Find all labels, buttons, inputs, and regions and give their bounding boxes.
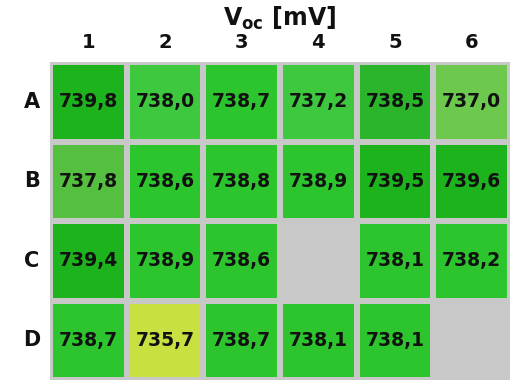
- Text: 738,9: 738,9: [289, 172, 348, 191]
- Bar: [359, 303, 430, 377]
- Text: 735,7: 735,7: [135, 331, 195, 350]
- Bar: [206, 224, 277, 298]
- Text: 738,7: 738,7: [212, 92, 271, 111]
- Bar: [130, 144, 200, 218]
- Bar: [53, 224, 124, 298]
- Bar: [436, 303, 507, 377]
- Bar: [206, 303, 277, 377]
- Text: 737,0: 737,0: [442, 92, 501, 111]
- Bar: [50, 62, 510, 380]
- Text: 739,6: 739,6: [442, 172, 501, 191]
- Bar: [283, 65, 354, 139]
- Text: 738,5: 738,5: [365, 92, 425, 111]
- Text: 738,7: 738,7: [212, 331, 271, 350]
- Text: 6: 6: [465, 33, 479, 52]
- Text: 738,7: 738,7: [59, 331, 118, 350]
- Text: 1: 1: [81, 33, 95, 52]
- Bar: [206, 65, 277, 139]
- Bar: [359, 144, 430, 218]
- Text: 5: 5: [388, 33, 402, 52]
- Text: 739,5: 739,5: [365, 172, 425, 191]
- Bar: [283, 303, 354, 377]
- Bar: [436, 65, 507, 139]
- Bar: [53, 303, 124, 377]
- Text: 738,6: 738,6: [212, 251, 271, 270]
- Bar: [53, 65, 124, 139]
- Text: C: C: [24, 251, 39, 271]
- Text: 738,1: 738,1: [366, 251, 424, 270]
- Text: 738,0: 738,0: [135, 92, 195, 111]
- Bar: [130, 65, 200, 139]
- Text: A: A: [24, 92, 40, 112]
- Text: V$_\mathregular{oc}$ [mV]: V$_\mathregular{oc}$ [mV]: [223, 5, 337, 32]
- Bar: [206, 144, 277, 218]
- Text: D: D: [23, 330, 40, 350]
- Text: B: B: [24, 171, 40, 191]
- Bar: [436, 144, 507, 218]
- Text: 739,4: 739,4: [59, 251, 118, 270]
- Text: 738,9: 738,9: [135, 251, 195, 270]
- Text: 738,1: 738,1: [289, 331, 348, 350]
- Bar: [283, 224, 354, 298]
- Text: 738,1: 738,1: [366, 331, 424, 350]
- Bar: [130, 224, 200, 298]
- Text: 739,8: 739,8: [59, 92, 118, 111]
- Text: 738,2: 738,2: [442, 251, 501, 270]
- Text: 738,8: 738,8: [212, 172, 271, 191]
- Bar: [436, 224, 507, 298]
- Text: 2: 2: [158, 33, 172, 52]
- Text: 4: 4: [311, 33, 325, 52]
- Text: 3: 3: [235, 33, 249, 52]
- Text: 738,6: 738,6: [135, 172, 195, 191]
- Bar: [53, 144, 124, 218]
- Bar: [359, 65, 430, 139]
- Text: 737,2: 737,2: [289, 92, 348, 111]
- Bar: [283, 144, 354, 218]
- Bar: [359, 224, 430, 298]
- Bar: [130, 303, 200, 377]
- Text: 737,8: 737,8: [59, 172, 118, 191]
